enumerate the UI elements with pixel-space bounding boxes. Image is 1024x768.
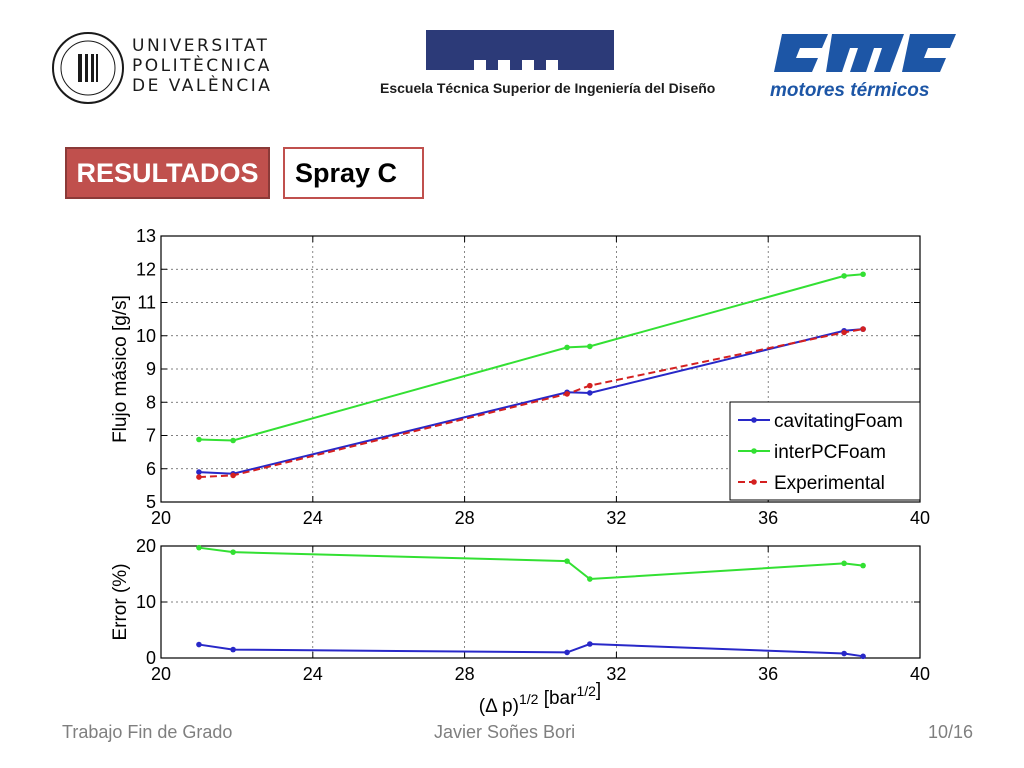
etsid-logo: Escuela Técnica Superior de Ingeniería d…: [380, 30, 716, 102]
section-tag: RESULTADOS: [65, 147, 270, 199]
axes-frame: [160, 545, 921, 659]
data-point: [841, 560, 847, 567]
y-tick-label: 11: [137, 293, 156, 313]
data-point: [587, 382, 593, 389]
series-line-3: [198, 328, 864, 479]
data-point: [196, 641, 202, 648]
x-tick-label: 40: [910, 664, 930, 684]
y-axis-label: Error (%): [110, 563, 131, 640]
y-tick-label: 13: [136, 226, 156, 246]
legend-marker: [751, 417, 757, 423]
x-tick-label: 32: [606, 664, 626, 684]
etsid-emblem-icon: [426, 30, 614, 70]
upv-line-2: POLITÈCNICA: [132, 56, 272, 76]
series-line-2: [198, 642, 864, 658]
cmt-name: motores térmicos: [770, 80, 930, 101]
upv-line-3: DE VALÈNCIA: [132, 76, 273, 96]
x-tick-label: 28: [455, 508, 475, 528]
legend-label: cavitatingFoam: [774, 411, 903, 432]
data-point: [587, 641, 593, 647]
y-tick-label: 5: [146, 492, 156, 512]
y-tick-label: 10: [136, 592, 156, 612]
data-point: [587, 343, 593, 350]
upv-logo: UNIVERSITAT POLITÈCNICA DE VALÈNCIA: [50, 30, 280, 106]
y-tick-label: 8: [146, 392, 156, 412]
x-tick-label: 24: [303, 508, 323, 528]
data-point: [196, 436, 202, 443]
data-point: [564, 649, 570, 656]
y-tick-label: 10: [136, 326, 156, 346]
y-tick-label: 7: [146, 426, 156, 446]
x-tick-label: 20: [151, 508, 171, 528]
upv-line-1: UNIVERSITAT: [132, 36, 270, 56]
footer-author: Javier Soñes Bori: [434, 722, 576, 742]
data-point: [230, 437, 236, 444]
x-tick-label: 36: [758, 508, 778, 528]
cmt-emblem-icon: [774, 34, 956, 72]
data-point: [230, 472, 236, 479]
x-axis-label-exponent: 1/2: [576, 683, 596, 699]
x-tick-label: 36: [758, 664, 778, 684]
x-axis-label-part: [bar: [538, 688, 577, 709]
x-axis-label-part: (Δ p): [479, 696, 519, 717]
data-point: [230, 646, 236, 653]
y-tick-label: 12: [136, 259, 156, 279]
data-point: [196, 544, 202, 551]
y-tick-label: 9: [146, 359, 156, 379]
data-point: [860, 653, 866, 660]
series-line-1: [198, 546, 864, 581]
legend-label: interPCFoam: [774, 442, 886, 463]
data-point: [564, 558, 570, 564]
data-point: [587, 576, 593, 582]
footer-left: Trabajo Fin de Grado: [62, 722, 233, 742]
data-point: [860, 562, 866, 569]
data-point: [860, 271, 866, 278]
y-tick-label: 0: [146, 648, 156, 668]
x-tick-label: 20: [151, 664, 171, 684]
data-point: [860, 326, 866, 332]
data-point: [564, 344, 570, 351]
legend-marker: [751, 479, 757, 485]
cmt-logo: motores térmicos: [770, 30, 960, 102]
data-point: [841, 329, 847, 336]
data-point: [564, 391, 570, 397]
page-number: 10/16: [928, 722, 974, 742]
series-line-2: [198, 273, 864, 442]
data-point: [841, 650, 847, 657]
x-tick-label: 24: [303, 664, 323, 684]
y-tick-label: 20: [136, 536, 156, 556]
etsid-name: Escuela Técnica Superior de Ingeniería d…: [380, 80, 716, 96]
axes-frame: [160, 235, 921, 503]
data-point: [587, 390, 593, 396]
data-point: [196, 469, 202, 475]
data-point: [230, 549, 236, 555]
plot-1: 20 24 28 32 36 40 5 6 7 8 9 10 11 12 13 Flujo másico [g…: [110, 226, 930, 528]
legend-marker: [751, 448, 757, 454]
x-tick-label: 28: [455, 664, 475, 684]
upv-seal-icon: [52, 32, 124, 104]
y-axis-label: Flujo másico [g/s]: [110, 295, 131, 443]
x-axis-label-part: ]: [596, 680, 601, 701]
data-point: [196, 474, 202, 480]
x-axis-label-exponent: 1/2: [519, 691, 539, 707]
legend-label: Experimental: [774, 473, 885, 494]
data-point: [841, 273, 847, 279]
x-tick-label: 32: [606, 508, 626, 528]
x-axis-label: (Δ p)1/2 [bar1/2]: [479, 680, 601, 717]
x-tick-label: 40: [910, 508, 930, 528]
y-tick-label: 6: [146, 459, 156, 479]
series-line-1: [198, 328, 864, 475]
subtitle-tag: Spray C: [283, 147, 424, 199]
